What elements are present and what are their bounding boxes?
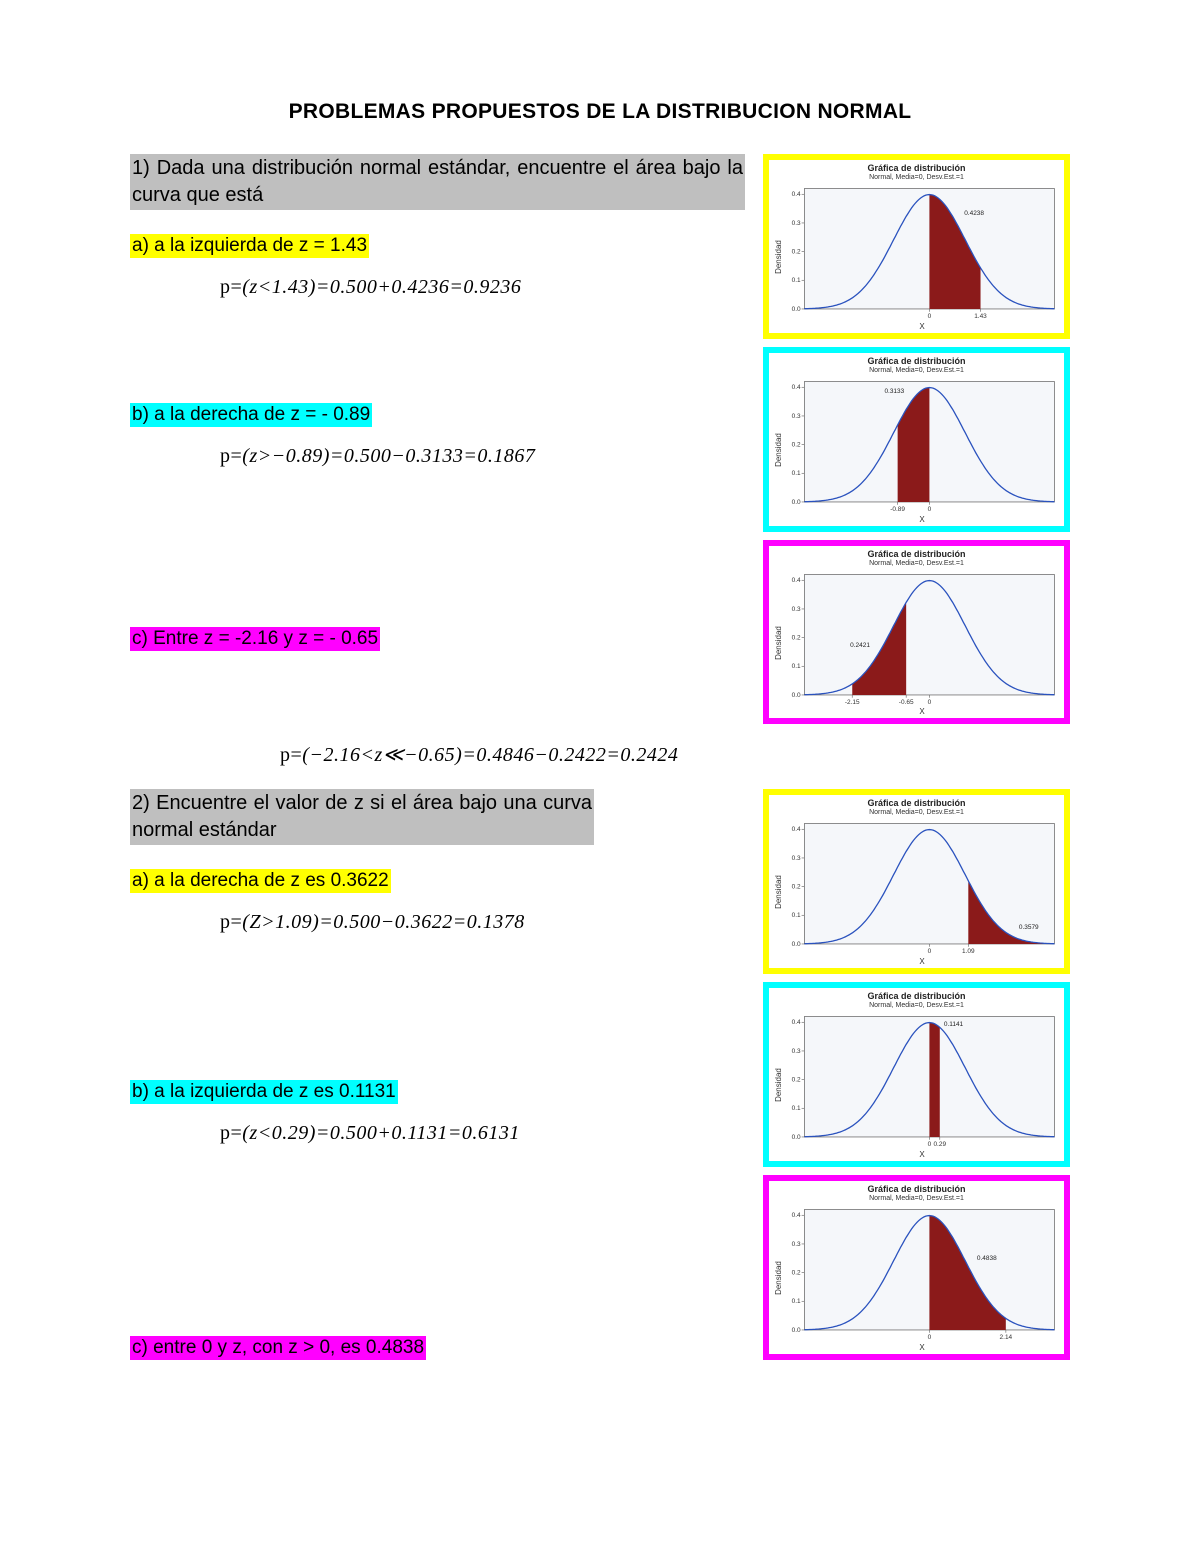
q1b-label: b) a la derecha de z = - 0.89 xyxy=(130,403,372,427)
svg-text:0.1: 0.1 xyxy=(792,1105,801,1112)
svg-text:0.4: 0.4 xyxy=(792,191,801,198)
svg-text:-0.89: -0.89 xyxy=(890,506,905,513)
q1-prompt: 1) Dada una distribución normal estándar… xyxy=(130,154,745,210)
chart-1b: Gráfica de distribución Normal, Media=0,… xyxy=(763,347,1070,532)
svg-text:0.2421: 0.2421 xyxy=(850,641,870,648)
svg-text:0: 0 xyxy=(928,1141,932,1148)
svg-text:0.2: 0.2 xyxy=(792,441,801,448)
svg-text:0.29: 0.29 xyxy=(933,1141,946,1148)
svg-text:0.2: 0.2 xyxy=(792,634,801,641)
svg-text:0.4: 0.4 xyxy=(792,577,801,584)
svg-text:0.2: 0.2 xyxy=(792,1269,801,1276)
q1c-label: c) Entre z = -2.16 y z = - 0.65 xyxy=(130,627,380,651)
svg-text:0.4838: 0.4838 xyxy=(977,1255,997,1262)
svg-text:0: 0 xyxy=(928,1334,932,1341)
q1a-formula: p=(z<1.43)=0.500+0.4236=0.9236 xyxy=(220,276,745,299)
svg-text:0.1: 0.1 xyxy=(792,663,801,670)
svg-text:-2.15: -2.15 xyxy=(845,699,860,706)
svg-text:0.0: 0.0 xyxy=(792,499,801,506)
svg-text:0.0: 0.0 xyxy=(792,306,801,313)
svg-text:0.3: 0.3 xyxy=(792,413,801,420)
svg-text:0.0: 0.0 xyxy=(792,1327,801,1334)
svg-text:0.4: 0.4 xyxy=(792,384,801,391)
svg-text:0.4: 0.4 xyxy=(792,1212,801,1219)
svg-text:0.1: 0.1 xyxy=(792,1298,801,1305)
svg-text:0.4238: 0.4238 xyxy=(964,210,984,217)
svg-text:0.2: 0.2 xyxy=(792,248,801,255)
svg-text:0.0: 0.0 xyxy=(792,1134,801,1141)
svg-text:0.1: 0.1 xyxy=(792,912,801,919)
q1c-formula: p=(−2.16<z≪−0.65)=0.4846−0.2422=0.2424 xyxy=(280,742,1070,767)
svg-text:0.3: 0.3 xyxy=(792,220,801,227)
svg-text:0.0: 0.0 xyxy=(792,691,801,698)
chart-2c: Gráfica de distribución Normal, Media=0,… xyxy=(763,1175,1070,1360)
chart-2a: Gráfica de distribución Normal, Media=0,… xyxy=(763,789,1070,974)
svg-text:0.3: 0.3 xyxy=(792,605,801,612)
q2b-formula: p=(z<0.29)=0.500+0.1131=0.6131 xyxy=(220,1122,745,1145)
svg-text:0: 0 xyxy=(928,313,932,320)
svg-text:0.3: 0.3 xyxy=(792,1048,801,1055)
svg-text:0: 0 xyxy=(928,506,932,513)
svg-text:0.4: 0.4 xyxy=(792,826,801,833)
q2a-formula: p=(Z>1.09)=0.500−0.3622=0.1378 xyxy=(220,911,745,934)
svg-text:0: 0 xyxy=(928,699,932,706)
q1-section: 1) Dada una distribución normal estándar… xyxy=(130,154,1070,339)
chart-2b: Gráfica de distribución Normal, Media=0,… xyxy=(763,982,1070,1167)
q1a-label: a) a la izquierda de z = 1.43 xyxy=(130,234,369,258)
chart-1c: Gráfica de distribución Normal, Media=0,… xyxy=(763,540,1070,725)
q1b-formula: p=(z>−0.89)=0.500−0.3133=0.1867 xyxy=(220,445,745,468)
svg-text:-0.65: -0.65 xyxy=(899,699,914,706)
svg-text:0.1: 0.1 xyxy=(792,470,801,477)
svg-text:1.09: 1.09 xyxy=(962,949,975,956)
svg-text:0.3: 0.3 xyxy=(792,855,801,862)
svg-text:0.4: 0.4 xyxy=(792,1019,801,1026)
svg-text:0.3579: 0.3579 xyxy=(1019,925,1039,932)
svg-text:0.0: 0.0 xyxy=(792,941,801,948)
q2b-label: b) a la izquierda de z es 0.1131 xyxy=(130,1080,398,1104)
svg-text:0.2: 0.2 xyxy=(792,884,801,891)
svg-text:0.3133: 0.3133 xyxy=(884,388,904,395)
svg-text:0.1141: 0.1141 xyxy=(944,1021,964,1028)
q2a-label: a) a la derecha de z es 0.3622 xyxy=(130,869,391,893)
svg-text:0: 0 xyxy=(928,949,932,956)
page: PROBLEMAS PROPUESTOS DE LA DISTRIBUCION … xyxy=(0,0,1200,1553)
svg-text:0.2: 0.2 xyxy=(792,1077,801,1084)
svg-text:0.1: 0.1 xyxy=(792,277,801,284)
svg-text:2.14: 2.14 xyxy=(1000,1334,1013,1341)
q2c-label: c) entre 0 y z, con z > 0, es 0.4838 xyxy=(130,1336,426,1360)
chart-1a: Gráfica de distribución Normal, Media=0,… xyxy=(763,154,1070,339)
q2-prompt: 2) Encuentre el valor de z si el área ba… xyxy=(130,789,594,845)
svg-text:0.3: 0.3 xyxy=(792,1241,801,1248)
page-title: PROBLEMAS PROPUESTOS DE LA DISTRIBUCION … xyxy=(130,100,1070,124)
svg-text:1.43: 1.43 xyxy=(974,313,987,320)
